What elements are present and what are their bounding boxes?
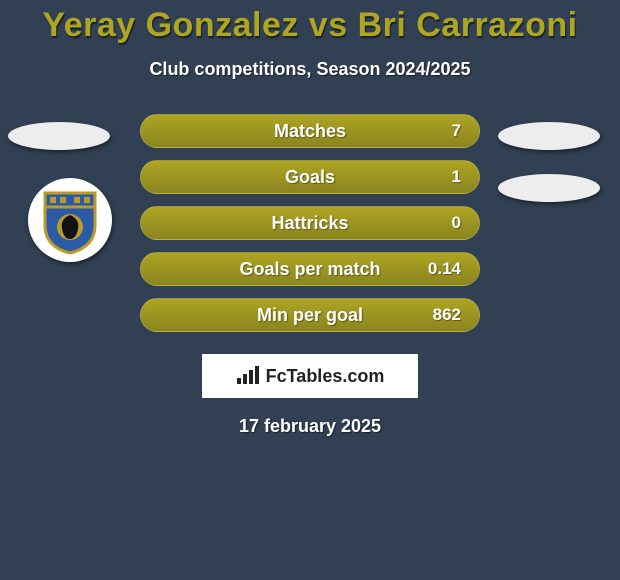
watermark: FcTables.com [202, 354, 418, 398]
player-right-blank-ellipse-1 [498, 122, 600, 150]
stat-row-hattricks: Hattricks 0 [140, 206, 480, 240]
bars-icon [236, 366, 260, 386]
stat-value: 862 [433, 305, 461, 325]
stat-value: 7 [452, 121, 461, 141]
stat-label: Matches [141, 121, 479, 142]
stat-value: 0 [452, 213, 461, 233]
subtitle: Club competitions, Season 2024/2025 [0, 59, 620, 80]
page-title: Yeray Gonzalez vs Bri Carrazoni [0, 0, 620, 45]
shield-icon [40, 185, 100, 255]
stat-row-goals: Goals 1 [140, 160, 480, 194]
stat-label: Goals [141, 167, 479, 188]
stat-label: Hattricks [141, 213, 479, 234]
stat-label: Min per goal [141, 305, 479, 326]
date: 17 february 2025 [0, 416, 620, 437]
club-crest [28, 178, 112, 262]
player-right-blank-ellipse-2 [498, 174, 600, 202]
stats-card: Yeray Gonzalez vs Bri Carrazoni Club com… [0, 0, 620, 580]
stat-row-matches: Matches 7 [140, 114, 480, 148]
stat-row-mpg: Min per goal 862 [140, 298, 480, 332]
player-left-blank-ellipse [8, 122, 110, 150]
watermark-text: FcTables.com [266, 366, 385, 387]
stat-row-gpm: Goals per match 0.14 [140, 252, 480, 286]
stat-value: 0.14 [428, 259, 461, 279]
stat-value: 1 [452, 167, 461, 187]
